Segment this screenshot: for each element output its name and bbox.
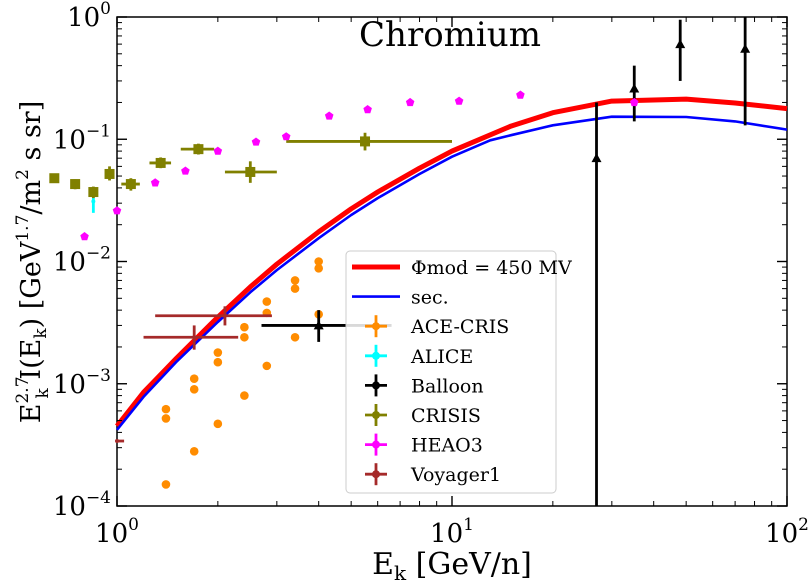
- legend-label-balloon: Balloon: [411, 375, 484, 397]
- legend-items: Φmod = 450 MV sec. ACE-CRIS ALICE Balloon CRI…: [352, 257, 572, 486]
- legend-marker-crisis: [372, 411, 380, 419]
- ace-cris-point: [262, 297, 272, 306]
- balloon-point: [740, 43, 751, 53]
- crisis-point: [49, 173, 60, 184]
- point-layer: [49, 17, 751, 506]
- balloon-point: [591, 153, 602, 163]
- legend-label--mod-450-mv: Φmod = 450 MV: [411, 257, 572, 279]
- ace-cris-point: [213, 357, 223, 367]
- balloon-point: [629, 83, 640, 93]
- x-tick-label: 100: [95, 515, 139, 549]
- voyager1-point: [222, 313, 227, 318]
- crisis-point: [70, 179, 81, 190]
- ace-cris-point: [314, 263, 323, 273]
- heao3-point: [405, 97, 415, 107]
- ace-cris-point: [213, 419, 223, 429]
- legend-box: [345, 250, 557, 494]
- legend: Φmod = 450 MV sec. ACE-CRIS ALICE Balloon CRI…: [345, 250, 572, 494]
- y-tick-label: 10−3: [53, 366, 111, 400]
- y-tick-label: 10−1: [53, 121, 111, 155]
- legend-label-sec-: sec.: [411, 287, 449, 309]
- crisis-point: [125, 179, 136, 190]
- ace-cris-point: [189, 385, 199, 394]
- heao3-point: [516, 90, 525, 99]
- y-axis-label: E2.7k I(Ek) [GeV1.7/m2 s sr]: [13, 101, 53, 424]
- balloon-point: [675, 39, 686, 49]
- legend-marker-ace-cris: [372, 322, 380, 331]
- heao3-point: [363, 105, 372, 114]
- tick-layer: 100 101 102 10−4 10−3 10−2 10−1 100: [53, 0, 809, 549]
- ace-cris-point: [290, 276, 300, 285]
- legend-marker-balloon: [372, 381, 380, 390]
- y-tick-label: 10−2: [53, 244, 111, 278]
- legend-label-alice: ALICE: [410, 346, 473, 368]
- ace-cris-point: [240, 322, 249, 332]
- legend-marker-voyager1: [372, 470, 380, 479]
- ace-cris-point: [240, 332, 249, 342]
- heao3-point: [454, 96, 464, 105]
- heao3-point: [150, 178, 160, 187]
- chart-title: Chromium: [359, 15, 541, 55]
- ace-cris-point: [161, 404, 171, 414]
- ace-cris-point: [161, 480, 171, 489]
- x-tick-label: 102: [765, 515, 809, 549]
- ace-cris-point: [189, 447, 199, 456]
- y-tick-label: 100: [67, 0, 111, 33]
- crisis-point: [193, 144, 204, 155]
- x-axis-label: Ek [GeV/n]: [372, 547, 532, 585]
- ace-cris-point: [314, 257, 323, 266]
- heao3-point: [213, 146, 223, 155]
- crisis-point: [155, 157, 166, 168]
- legend-marker-heao3: [372, 440, 380, 449]
- ace-cris-point: [240, 391, 249, 400]
- ace-cris-point: [262, 361, 272, 371]
- legend-label-ace-cris: ACE-CRIS: [410, 316, 509, 338]
- legend-marker-alice: [372, 351, 380, 360]
- heao3-point: [630, 97, 639, 107]
- ace-cris-point: [213, 348, 223, 357]
- heao3-point: [80, 232, 89, 241]
- heao3-point: [324, 111, 334, 120]
- ace-cris-point: [290, 284, 300, 293]
- ace-cris-point: [189, 374, 199, 383]
- ace-cris-point: [161, 414, 171, 423]
- ace-cris-point: [290, 332, 300, 342]
- crisis-point: [360, 136, 371, 147]
- crisis-point: [245, 166, 256, 177]
- legend-label-heao3: HEAO3: [411, 435, 483, 457]
- heao3-point: [181, 166, 190, 175]
- heao3-point: [281, 132, 291, 141]
- heao3-point: [112, 206, 122, 215]
- crisis-point: [88, 187, 99, 198]
- voyager1-point: [192, 335, 197, 340]
- heao3-point: [251, 137, 261, 146]
- balloon-point: [313, 320, 324, 330]
- y-tick-label: 10−4: [53, 488, 111, 522]
- legend-label-crisis: CRISIS: [411, 405, 481, 427]
- crisis-point: [104, 168, 115, 179]
- x-tick-label: 101: [430, 515, 474, 549]
- legend-label-voyager1: Voyager1: [410, 464, 501, 486]
- voyager1-point: [115, 439, 119, 444]
- alice-point: [91, 199, 96, 204]
- curve-sec-: [115, 115, 788, 431]
